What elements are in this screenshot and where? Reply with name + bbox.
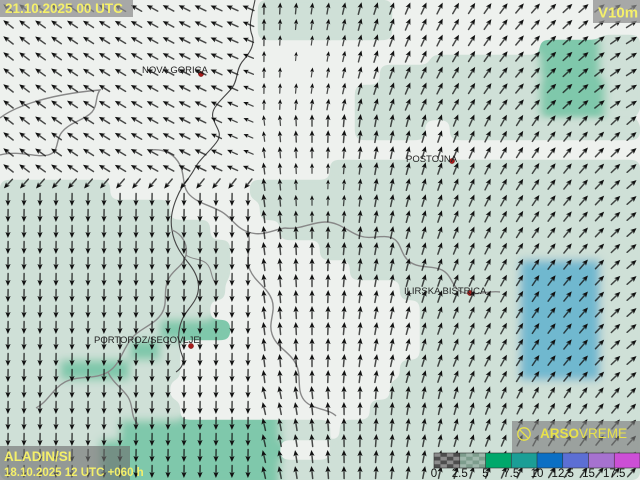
svg-text:5: 5 [482,468,488,480]
svg-text:21.10.2025 00 UTC: 21.10.2025 00 UTC [5,1,123,16]
svg-text:0: 0 [431,468,437,480]
svg-text:VREME: VREME [579,426,627,441]
svg-text:ARSO: ARSO [540,426,579,441]
svg-text:POSTOJNA: POSTOJNA [406,154,458,165]
svg-text:NOVA GORICA: NOVA GORICA [142,65,208,76]
svg-text:ALADIN/SI: ALADIN/SI [4,449,72,464]
svg-text:V10m: V10m [598,5,638,22]
svg-text:17.5: 17.5 [603,468,625,480]
svg-text:10: 10 [531,468,544,480]
svg-text:7.5: 7.5 [503,468,519,480]
svg-text:18.10.2025 12 UTC +060 h: 18.10.2025 12 UTC +060 h [4,467,144,479]
svg-text:2.5: 2.5 [452,468,468,480]
svg-text:ILIRSKA BISTRICA: ILIRSKA BISTRICA [404,286,487,297]
svg-text:12.5: 12.5 [552,468,574,480]
svg-text:15: 15 [582,468,595,480]
svg-text:PORTOROZ/SECOVLJE: PORTOROZ/SECOVLJE [94,335,200,346]
